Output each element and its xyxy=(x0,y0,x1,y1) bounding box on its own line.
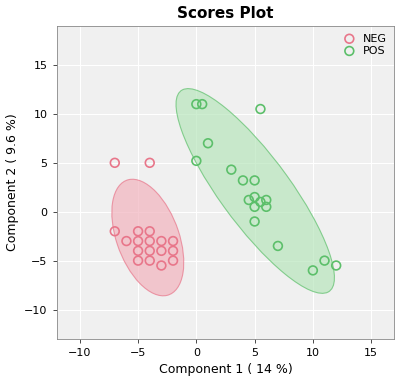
NEG xyxy=(112,160,118,166)
NEG xyxy=(146,160,153,166)
X-axis label: Component 1 ( 14 %): Component 1 ( 14 %) xyxy=(159,363,292,376)
NEG xyxy=(135,238,141,244)
NEG xyxy=(146,257,153,264)
NEG xyxy=(146,238,153,244)
POS xyxy=(310,267,316,274)
Ellipse shape xyxy=(176,89,334,293)
POS xyxy=(263,204,270,210)
NEG xyxy=(146,228,153,234)
NEG xyxy=(123,238,130,244)
POS xyxy=(252,177,258,183)
POS xyxy=(257,106,264,112)
NEG xyxy=(135,248,141,254)
POS xyxy=(252,204,258,210)
NEG xyxy=(135,257,141,264)
POS xyxy=(333,262,339,269)
POS xyxy=(240,177,246,183)
NEG xyxy=(146,248,153,254)
POS xyxy=(321,257,328,264)
POS xyxy=(257,199,264,205)
POS xyxy=(252,219,258,225)
POS xyxy=(193,158,200,164)
POS xyxy=(199,101,205,107)
NEG xyxy=(158,262,164,269)
NEG xyxy=(135,228,141,234)
POS xyxy=(252,194,258,200)
NEG xyxy=(158,248,164,254)
Ellipse shape xyxy=(112,179,184,296)
Legend: NEG, POS: NEG, POS xyxy=(336,31,389,58)
NEG xyxy=(170,257,176,264)
NEG xyxy=(170,248,176,254)
NEG xyxy=(158,238,164,244)
NEG xyxy=(170,238,176,244)
POS xyxy=(193,101,200,107)
Title: Scores Plot: Scores Plot xyxy=(177,6,274,21)
POS xyxy=(263,197,270,203)
POS xyxy=(246,197,252,203)
POS xyxy=(275,243,281,249)
Y-axis label: Component 2 ( 9.6 %): Component 2 ( 9.6 %) xyxy=(6,113,18,251)
POS xyxy=(228,167,234,173)
POS xyxy=(205,140,211,146)
NEG xyxy=(112,228,118,234)
